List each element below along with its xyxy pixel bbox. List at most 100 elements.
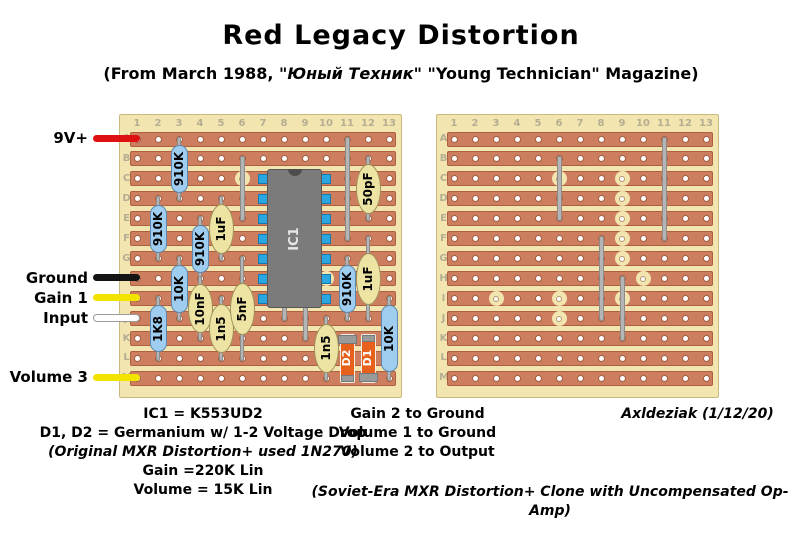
capacitor: [187, 283, 213, 334]
row-label: D: [122, 192, 131, 204]
note-line: Volume = 15K Lin: [133, 482, 273, 498]
hole: [661, 316, 667, 322]
column-label: 11: [340, 118, 354, 129]
column-label: 2: [471, 118, 479, 129]
hole: [493, 336, 499, 341]
hole: [535, 276, 541, 282]
ic-pad: [321, 273, 331, 284]
hole: [134, 176, 140, 182]
hole: [386, 136, 392, 142]
hole: [260, 156, 266, 162]
hole: [386, 156, 392, 162]
hole: [451, 136, 457, 142]
capacitor-label: 1uF: [214, 216, 228, 242]
hole: [197, 136, 203, 142]
hole: [557, 316, 561, 321]
row-label: A: [439, 133, 448, 144]
column-label: 12: [361, 118, 375, 129]
hole: [535, 256, 541, 262]
hole: [577, 276, 583, 282]
diode: [339, 333, 355, 384]
hole: [514, 236, 520, 242]
resistor: [149, 204, 167, 253]
hole: [535, 156, 541, 162]
note-line: D1, D2 = Germanium w/ 1-2 Voltage Drop: [39, 425, 367, 441]
resistor: [338, 264, 356, 313]
hole: [134, 336, 140, 341]
hole: [197, 375, 203, 381]
hole: [703, 375, 709, 381]
hole: [535, 136, 541, 142]
hole: [703, 276, 709, 282]
hole: [577, 355, 583, 361]
hole: [598, 136, 604, 142]
hole: [302, 136, 308, 142]
page-title: Red Legacy Distortion: [222, 20, 580, 51]
hole: [556, 136, 562, 142]
note-line: Gain =220K Lin: [142, 463, 264, 479]
hole: [661, 256, 667, 262]
hole: [703, 176, 709, 182]
hole: [577, 136, 583, 142]
hole: [472, 296, 478, 302]
hole: [682, 196, 688, 202]
hole: [451, 375, 457, 381]
hole: [218, 375, 224, 381]
column-label: 10: [319, 118, 333, 129]
io-wire: [93, 294, 140, 302]
hole: [598, 216, 604, 222]
note-line: Volume 1 to Ground: [338, 425, 497, 441]
row-label: K: [122, 332, 131, 344]
ic-pad: [321, 293, 331, 304]
hole: [577, 156, 583, 162]
hole: [472, 316, 478, 322]
credit: Axldeziak (1/12/20): [621, 406, 774, 422]
hole: [493, 276, 499, 282]
hole: [514, 156, 520, 162]
hole: [514, 256, 520, 262]
hole: [640, 136, 646, 142]
column-label: 9: [618, 118, 626, 129]
hole: [472, 136, 478, 142]
hole: [661, 276, 667, 282]
notes-left: IC1 = K553UD2 D1, D2 = Germanium w/ 1-2 V…: [30, 405, 376, 500]
resistor: [170, 145, 188, 193]
hole: [682, 156, 688, 162]
hole: [682, 336, 688, 341]
hole: [386, 276, 392, 282]
io-label-input: Input: [43, 308, 88, 327]
hole: [302, 156, 308, 162]
hole: [218, 156, 224, 162]
capacitor-label: 1n5: [319, 335, 333, 362]
hole: [598, 336, 604, 341]
hole: [577, 336, 583, 341]
hole: [386, 196, 392, 202]
ic-pad: [321, 213, 331, 224]
resistor: [191, 224, 209, 273]
row-label: D: [439, 192, 448, 204]
hole: [682, 276, 688, 282]
hole: [281, 156, 287, 162]
hole: [535, 176, 541, 182]
ic-chip: [267, 168, 322, 308]
hole: [556, 336, 562, 341]
hole: [176, 355, 182, 361]
hole: [620, 216, 624, 221]
hole: [281, 355, 287, 361]
hole: [598, 355, 604, 361]
hole: [703, 236, 709, 242]
hole: [493, 196, 499, 202]
hole: [640, 336, 646, 341]
hole: [598, 156, 604, 162]
hole: [472, 236, 478, 242]
hole: [239, 375, 245, 381]
hole: [365, 136, 371, 142]
hole: [155, 276, 161, 282]
row-label: K: [439, 332, 448, 344]
hole: [703, 256, 709, 262]
hole: [134, 236, 140, 242]
hole: [620, 236, 624, 241]
hole: [577, 236, 583, 242]
io-wire: [93, 314, 140, 323]
